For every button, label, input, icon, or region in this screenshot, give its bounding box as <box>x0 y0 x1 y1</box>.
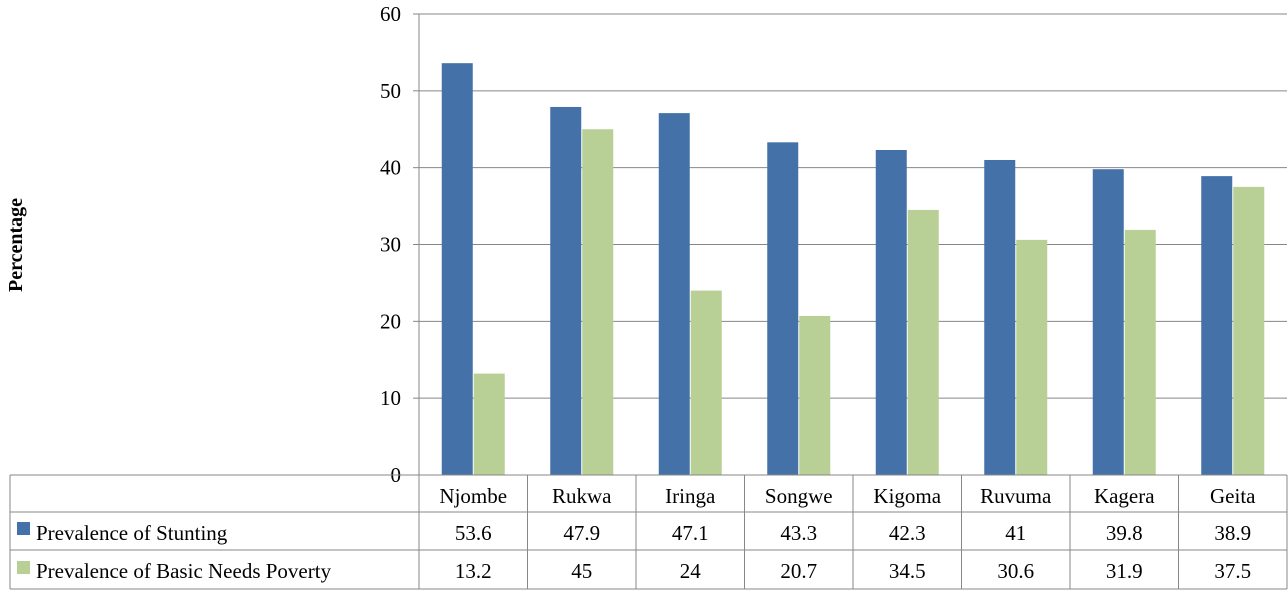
bar-stunting-ruvuma <box>984 159 1016 475</box>
y-tick-label: 40 <box>380 156 401 180</box>
category-label-iringa: Iringa <box>665 484 716 508</box>
data-cell-poverty-kigoma: 34.5 <box>889 559 926 583</box>
legend-key-stunting <box>17 522 30 535</box>
data-cell-stunting-kigoma: 42.3 <box>889 521 926 545</box>
bar-stunting-rukwa <box>550 106 582 476</box>
bar-poverty-songwe <box>799 315 831 475</box>
bar-stunting-njombe <box>441 63 473 475</box>
bar-poverty-njombe <box>473 373 505 475</box>
y-axis-title: Percentage <box>5 198 27 292</box>
y-tick-label: 10 <box>380 386 401 410</box>
category-label-ruvuma: Ruvuma <box>980 484 1052 508</box>
category-label-songwe: Songwe <box>765 484 833 508</box>
data-cell-poverty-njombe: 13.2 <box>455 559 492 583</box>
y-tick-label: 20 <box>380 309 401 333</box>
data-cell-poverty-songwe: 20.7 <box>780 559 817 583</box>
data-cell-poverty-rukwa: 45 <box>571 559 592 583</box>
category-label-geita: Geita <box>1210 484 1256 508</box>
y-tick-label: 60 <box>380 2 401 26</box>
bar-stunting-kigoma <box>875 149 907 475</box>
data-cell-stunting-njombe: 53.6 <box>455 521 492 545</box>
bar-poverty-kigoma <box>907 209 939 476</box>
bar-poverty-geita <box>1233 186 1265 475</box>
legend-label-stunting: Prevalence of Stunting <box>36 521 228 545</box>
data-cell-poverty-kagera: 31.9 <box>1106 559 1143 583</box>
bar-poverty-iringa <box>690 290 722 475</box>
bar-stunting-kagera <box>1092 169 1124 475</box>
bar-stunting-songwe <box>767 142 799 476</box>
category-label-rukwa: Rukwa <box>552 484 612 508</box>
category-label-kigoma: Kigoma <box>873 484 941 508</box>
data-table: Njombe Rukwa Iringa Songwe Kigoma Ruvuma Kager… <box>9 474 1288 590</box>
legend-key-poverty <box>17 561 30 574</box>
bar-poverty-ruvuma <box>1016 239 1048 475</box>
y-tick-label: 50 <box>380 79 401 103</box>
data-cell-stunting-ruvuma: 41 <box>1005 521 1026 545</box>
data-cell-poverty-geita: 37.5 <box>1214 559 1251 583</box>
data-cell-stunting-songwe: 43.3 <box>780 521 817 545</box>
data-cell-stunting-kagera: 39.8 <box>1106 521 1143 545</box>
bar-poverty-rukwa <box>582 129 614 475</box>
data-cell-poverty-iringa: 24 <box>680 559 702 583</box>
legend-label-poverty: Prevalence of Basic Needs Poverty <box>36 559 332 583</box>
bar-poverty-kagera <box>1124 229 1156 475</box>
y-tick-label: 30 <box>380 233 401 257</box>
gridlines <box>419 13 1287 399</box>
bar-stunting-iringa <box>658 113 690 476</box>
data-cell-stunting-iringa: 47.1 <box>672 521 709 545</box>
category-label-njombe: Njombe <box>439 484 507 508</box>
bar-stunting-geita <box>1201 176 1233 475</box>
data-cell-stunting-rukwa: 47.9 <box>563 521 600 545</box>
category-label-kagera: Kagera <box>1094 484 1155 508</box>
data-cell-stunting-geita: 38.9 <box>1214 521 1251 545</box>
bars <box>441 63 1265 476</box>
data-cell-poverty-ruvuma: 30.6 <box>997 559 1034 583</box>
